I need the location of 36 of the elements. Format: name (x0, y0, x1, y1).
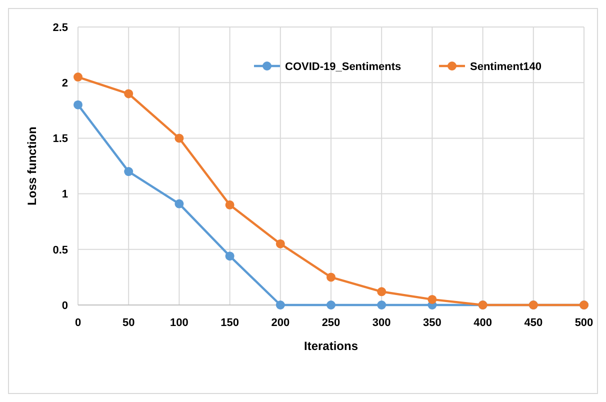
point (74, 100, 82, 110)
y-tick-label: 0.5 (52, 244, 68, 256)
point (174, 199, 184, 208)
point (124, 167, 134, 176)
x-tick-label: 0 (74, 317, 82, 329)
point (225, 200, 234, 210)
x-tick-label: 500 (574, 317, 594, 329)
x-tick-label: 50 (122, 317, 135, 329)
point (225, 252, 234, 261)
legend-label: Sentiment140 (470, 60, 542, 73)
point (326, 272, 336, 282)
point (377, 300, 386, 310)
y-tick-label: 1 (62, 188, 68, 201)
point (276, 300, 285, 310)
x-tick-label: 300 (372, 317, 391, 329)
point (124, 89, 134, 98)
x-tick-label: 150 (220, 317, 239, 329)
legend-label: COVID-19_Sentiments (285, 60, 402, 73)
point (174, 134, 184, 143)
point (428, 294, 437, 304)
x-tick-label: 250 (322, 317, 340, 329)
x-axis-title: Iterations (304, 339, 358, 353)
y-axis-title: Loss function (25, 126, 39, 206)
point (377, 287, 386, 296)
x-tick-label: 100 (170, 317, 188, 329)
point (326, 300, 336, 310)
x-tick-label: 350 (423, 317, 442, 329)
x-tick-label: 450 (524, 317, 543, 329)
y-tick-label: 1.5 (52, 133, 68, 146)
point (276, 239, 285, 248)
y-tick-label: 2 (62, 77, 68, 90)
point (74, 72, 82, 82)
y-tick-label: 2.5 (52, 22, 68, 34)
y-tick-label: 0 (62, 300, 68, 312)
x-tick-label: 200 (271, 317, 290, 329)
x-tick-label: 400 (474, 317, 492, 329)
